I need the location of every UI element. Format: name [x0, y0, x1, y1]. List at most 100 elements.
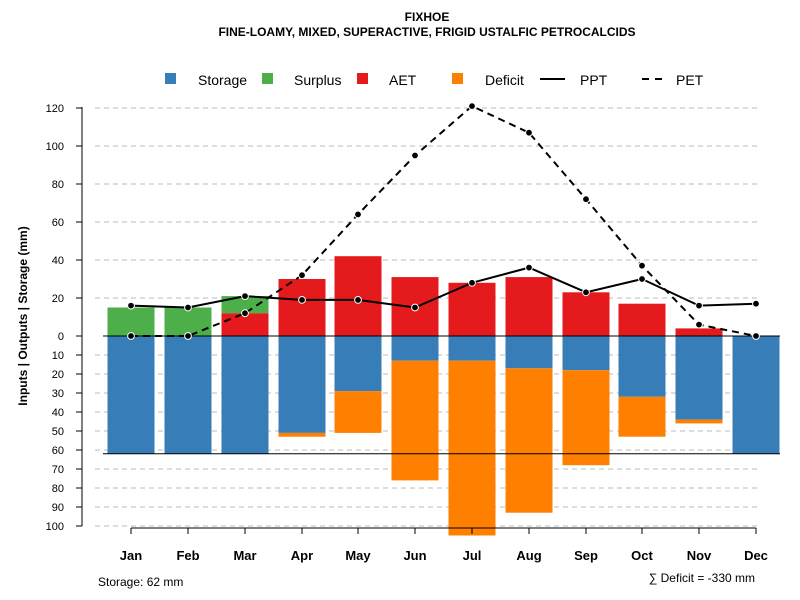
- y-tick-label: 120: [46, 103, 64, 115]
- bar-storage-oct: [618, 336, 666, 397]
- x-tick-label-may: May: [345, 548, 371, 563]
- point-ppt-sep: [582, 288, 590, 297]
- bar-deficit-jul: [448, 360, 496, 536]
- y-tick-label: 100: [46, 141, 64, 153]
- legend-label-storage: Storage: [198, 72, 247, 88]
- lines: [127, 102, 760, 340]
- legend-swatch-aet: [357, 73, 368, 84]
- point-pet-sep: [582, 195, 590, 204]
- y-tick-label: 20: [52, 293, 64, 305]
- x-tick-label-jun: Jun: [403, 548, 426, 563]
- bar-deficit-nov: [675, 419, 723, 424]
- y-tick-label: 90: [52, 502, 64, 514]
- y-tick-label: 60: [52, 217, 64, 229]
- legend-label-surplus: Surplus: [294, 72, 341, 88]
- bar-storage-mar: [221, 336, 269, 454]
- bar-storage-jul: [448, 336, 496, 361]
- y-tick-label: 80: [52, 179, 64, 191]
- y-tick-label: 30: [52, 388, 64, 400]
- x-tick-label-oct: Oct: [631, 548, 653, 563]
- y-axis-label: Inputs | Outputs | Storage (mm): [16, 226, 30, 405]
- bar-aet-jul: [448, 282, 496, 336]
- y-tick-label: 50: [52, 426, 64, 438]
- point-pet-oct: [638, 261, 646, 270]
- bar-aet-sep: [562, 292, 610, 336]
- point-ppt-oct: [638, 275, 646, 283]
- y-axis: 0 20 40 60 80 100 120 10 20 30 40 50 60 70 80 90 100: [46, 103, 83, 533]
- bar-storage-jan: [107, 336, 155, 454]
- legend-label-pet: PET: [676, 72, 704, 88]
- line-ppt: [130, 266, 757, 309]
- x-axis: Jan Feb Mar Apr May Jun Jul Aug Sep Oct Nov Dec: [120, 527, 768, 563]
- y-tick-label: 10: [52, 350, 64, 362]
- point-pet-jan: [127, 332, 135, 340]
- point-ppt-nov: [695, 301, 703, 310]
- y-tick-label: 100: [46, 521, 64, 533]
- point-pet-dec: [752, 332, 760, 340]
- bar-surplus-jan: [107, 307, 155, 336]
- point-pet-jul: [468, 102, 476, 110]
- x-tick-label-feb: Feb: [176, 548, 199, 563]
- bar-deficit-sep: [562, 370, 610, 466]
- point-ppt-may: [354, 296, 362, 304]
- legend-label-ppt: PPT: [580, 72, 608, 88]
- bar-surplus-feb: [164, 307, 212, 336]
- point-ppt-aug: [525, 263, 533, 272]
- point-ppt-feb: [184, 303, 192, 312]
- legend: Storage Surplus AET Deficit PPT PET: [165, 72, 704, 88]
- y-tick-label: 40: [52, 407, 64, 419]
- bar-storage-feb: [164, 336, 212, 454]
- deficit-footer: ∑ Deficit = -330 mm: [649, 571, 755, 585]
- y-tick-label: 20: [52, 369, 64, 381]
- legend-swatch-storage: [165, 73, 176, 84]
- point-pet-aug: [525, 128, 533, 137]
- y-tick-label: 80: [52, 483, 64, 495]
- point-pet-may: [354, 210, 362, 219]
- x-tick-label-nov: Nov: [687, 548, 712, 563]
- legend-swatch-deficit: [452, 73, 463, 84]
- bar-storage-nov: [675, 336, 723, 420]
- point-pet-feb: [184, 332, 192, 340]
- bar-deficit-may: [334, 391, 382, 433]
- y-tick-label: 60: [52, 445, 64, 457]
- bar-surplus-mar: [221, 296, 269, 314]
- bar-storage-jun: [391, 336, 439, 361]
- storage-footer: Storage: 62 mm: [98, 575, 183, 589]
- x-tick-label-sep: Sep: [574, 548, 598, 563]
- point-ppt-dec: [752, 299, 760, 308]
- bar-aet-mar: [221, 313, 269, 336]
- point-ppt-mar: [241, 292, 249, 301]
- bar-deficit-jun: [391, 360, 439, 481]
- point-ppt-jul: [468, 278, 476, 287]
- x-tick-label-apr: Apr: [291, 548, 313, 563]
- point-ppt-jun: [411, 303, 419, 312]
- bar-aet-nov: [675, 328, 723, 336]
- bar-storage-aug: [505, 336, 553, 369]
- bar-aet-apr: [278, 279, 326, 336]
- chart-subtitle: FINE-LOAMY, MIXED, SUPERACTIVE, FRIGID U…: [218, 25, 635, 39]
- bar-storage-may: [334, 336, 382, 392]
- bar-storage-apr: [278, 336, 326, 433]
- point-ppt-jan: [127, 301, 135, 310]
- legend-swatch-surplus: [262, 73, 273, 84]
- x-tick-label-jan: Jan: [120, 548, 142, 563]
- y-tick-label: 40: [52, 255, 64, 267]
- x-tick-label-dec: Dec: [744, 548, 768, 563]
- bar-storage-sep: [562, 336, 610, 371]
- line-pet: [131, 104, 757, 337]
- x-tick-label-jul: Jul: [463, 548, 482, 563]
- bar-deficit-aug: [505, 368, 553, 513]
- x-tick-label-mar: Mar: [233, 548, 256, 563]
- y-tick-label: 70: [52, 464, 64, 476]
- legend-label-deficit: Deficit: [485, 72, 524, 88]
- point-pet-nov: [695, 320, 703, 329]
- bar-aet-oct: [618, 303, 666, 336]
- bar-deficit-apr: [278, 432, 326, 437]
- point-pet-mar: [241, 309, 249, 318]
- point-pet-jun: [411, 151, 419, 160]
- chart-title: FIXHOE: [405, 10, 450, 24]
- y-tick-label: 0: [58, 331, 64, 343]
- bar-deficit-oct: [618, 396, 666, 437]
- bar-aet-aug: [505, 277, 553, 336]
